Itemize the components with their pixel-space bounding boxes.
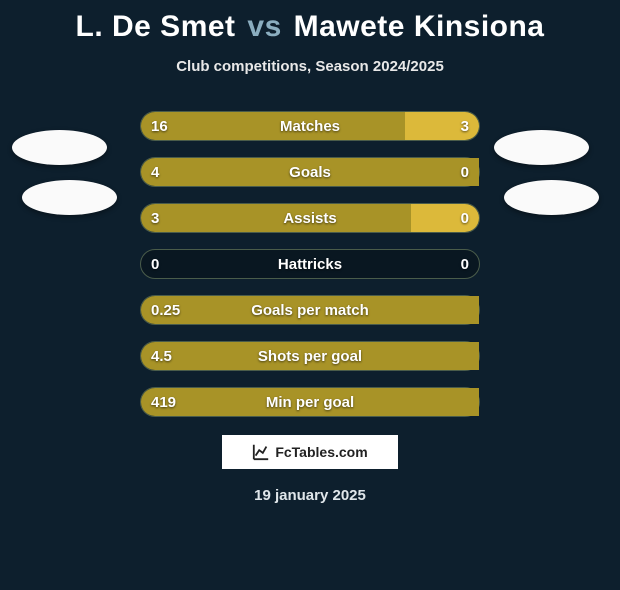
stat-row: 419Min per goal [0, 387, 620, 417]
bar-track: 163Matches [140, 111, 480, 141]
bar-track: 419Min per goal [140, 387, 480, 417]
bar-track: 00Hattricks [140, 249, 480, 279]
stat-label: Min per goal [141, 388, 479, 418]
page-title: L. De Smet vs Mawete Kinsiona [0, 10, 620, 44]
stat-row: 4.5Shots per goal [0, 341, 620, 371]
stat-row: 30Assists [0, 203, 620, 233]
stat-row: 163Matches [0, 111, 620, 141]
player1-name: L. De Smet [76, 10, 236, 43]
stat-label: Assists [141, 204, 479, 234]
stat-label: Matches [141, 112, 479, 142]
stat-row: 00Hattricks [0, 249, 620, 279]
brand-text: FcTables.com [275, 444, 367, 460]
player2-name: Mawete Kinsiona [294, 10, 545, 43]
stat-rows-container: 163Matches 40Goals 30Assists 00Hattricks 0.2… [0, 111, 620, 417]
chart-icon [252, 443, 270, 461]
brand-badge: FcTables.com [222, 435, 398, 469]
vs-separator: vs [247, 10, 281, 43]
stat-label: Goals [141, 158, 479, 188]
bar-track: 30Assists [140, 203, 480, 233]
stat-label: Shots per goal [141, 342, 479, 372]
bar-track: 4.5Shots per goal [140, 341, 480, 371]
stat-row: 40Goals [0, 157, 620, 187]
stat-label: Hattricks [141, 250, 479, 280]
bar-track: 0.25Goals per match [140, 295, 480, 325]
bar-track: 40Goals [140, 157, 480, 187]
date-text: 19 january 2025 [0, 487, 620, 504]
stat-row: 0.25Goals per match [0, 295, 620, 325]
stat-label: Goals per match [141, 296, 479, 326]
subtitle: Club competitions, Season 2024/2025 [0, 58, 620, 75]
